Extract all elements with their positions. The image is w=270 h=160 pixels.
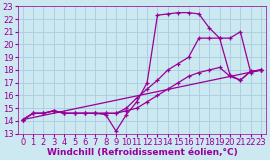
X-axis label: Windchill (Refroidissement éolien,°C): Windchill (Refroidissement éolien,°C) — [46, 148, 237, 157]
